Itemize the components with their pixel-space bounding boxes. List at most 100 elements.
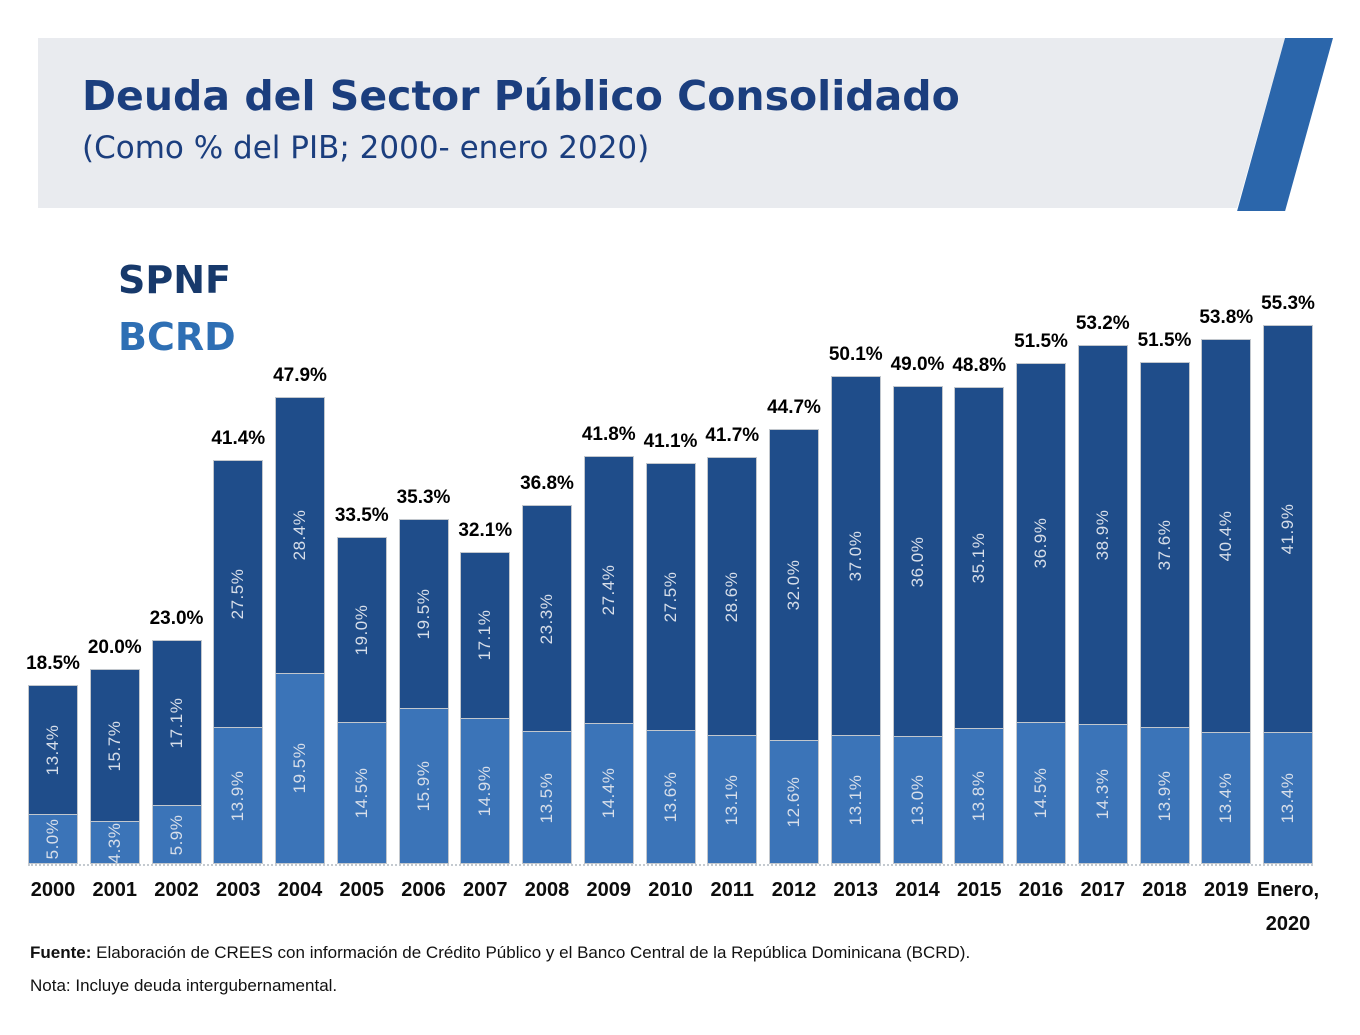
bar-group-2011: 41.7% 28.6% 13.1% 2011 — [705, 240, 760, 901]
bar-total-label: 41.7% — [705, 425, 760, 447]
spnf-segment: 38.9% — [1077, 345, 1128, 725]
spnf-segment-label: 35.1% — [969, 532, 989, 584]
x-axis-label: 2007 — [463, 879, 508, 901]
bar-group-2012: 44.7% 32.0% 12.6% 2012 — [767, 240, 821, 901]
bar-group-2005: 33.5% 19.0% 14.5% 2005 — [334, 240, 389, 901]
x-axis-label: 2001 — [92, 879, 138, 901]
bcrd-segment: 4.3% — [89, 822, 140, 864]
bar-total-label: 48.8% — [952, 355, 1007, 377]
chart-legend: SPNF BCRD — [118, 252, 236, 366]
bar-stack: 28.6% 13.1% — [707, 457, 758, 864]
note-line: Nota: Incluye deuda intergubernamental. — [30, 976, 338, 995]
spnf-segment: 27.4% — [583, 456, 634, 724]
bar-stack: 40.4% 13.4% — [1201, 339, 1252, 864]
bar-total-label: 35.3% — [396, 486, 451, 508]
page-title: Deuda del Sector Público Consolidado — [82, 72, 960, 120]
bcrd-segment: 19.5% — [275, 673, 325, 864]
bcrd-segment-label: 13.5% — [537, 772, 556, 824]
bar-total-label: 20.0% — [87, 637, 142, 658]
bar-stack: 37.0% 13.1% — [830, 375, 881, 864]
bcrd-segment: 13.9% — [213, 728, 264, 864]
bar-stack: 35.1% 13.8% — [954, 387, 1005, 864]
bar-total-label: 49.0% — [890, 354, 945, 376]
bar-group-2002: 23.0% 17.1% 5.9% 2002 — [149, 240, 204, 901]
bar-total-label: 51.5% — [1014, 330, 1068, 352]
spnf-segment-label: 27.5% — [228, 569, 248, 620]
x-axis-label: 2014 — [895, 879, 940, 901]
bar-total-label: 23.0% — [149, 607, 204, 629]
bar-total-label: 33.5% — [334, 505, 389, 527]
bar-group-2000: 18.5% 13.4% 5.0% 2000 — [26, 240, 80, 901]
bcrd-segment: 13.9% — [1139, 728, 1190, 864]
bcrd-segment: 15.9% — [398, 708, 449, 864]
spnf-segment-label: 27.5% — [660, 571, 680, 623]
bar-stack: 41.9% 13.4% — [1263, 324, 1313, 864]
x-axis-label: 2009 — [586, 879, 632, 901]
bcrd-segment: 14.4% — [583, 723, 634, 864]
bar-stack: 38.9% 14.3% — [1077, 345, 1128, 864]
bcrd-segment-label: 14.5% — [351, 767, 371, 819]
bcrd-segment: 13.4% — [1263, 733, 1313, 864]
bar-group-2019: 53.8% 40.4% 13.4% 2019 — [1199, 240, 1253, 901]
bar-group-2007: 32.1% 17.1% 14.9% 2007 — [458, 240, 513, 901]
spnf-segment-label: 13.4% — [43, 724, 62, 776]
x-axis-label: 2017 — [1080, 879, 1126, 901]
bar-total-label: 18.5% — [26, 652, 80, 674]
x-axis-label: 2018 — [1142, 879, 1187, 901]
bar-stack: 28.4% 19.5% — [275, 396, 325, 864]
legend-item-bcrd: BCRD — [118, 315, 236, 359]
bar-group-2015: 48.8% 35.1% 13.8% 2015 — [952, 240, 1007, 901]
spnf-segment: 27.5% — [645, 463, 696, 732]
bcrd-segment: 13.1% — [707, 736, 758, 864]
bcrd-segment-label: 19.5% — [290, 743, 309, 794]
bar-stack: 15.7% 4.3% — [89, 669, 140, 864]
bar-stack: 37.6% 13.9% — [1139, 361, 1190, 864]
bcrd-segment-label: 4.3% — [104, 822, 124, 863]
bar-total-label: 32.1% — [458, 520, 513, 541]
bcrd-segment: 5.0% — [28, 815, 78, 864]
x-axis-label: 2010 — [648, 879, 693, 901]
bcrd-segment-label: 12.6% — [784, 776, 803, 828]
spnf-segment: 13.4% — [28, 684, 78, 816]
spnf-segment: 28.6% — [707, 457, 758, 737]
source-label: Fuente: — [30, 943, 92, 962]
bar-stack: 27.4% 14.4% — [583, 456, 634, 864]
bcrd-segment: 13.5% — [522, 732, 572, 864]
bcrd-segment-label: 13.6% — [660, 771, 680, 823]
spnf-segment-label: 37.6% — [1154, 519, 1174, 571]
bar-total-label: 41.1% — [643, 431, 698, 453]
bar-group-2009: 41.8% 27.4% 14.4% 2009 — [582, 240, 636, 901]
bar-stack: 36.9% 14.5% — [1016, 362, 1066, 864]
bar-stack: 32.0% 12.6% — [769, 429, 819, 864]
bar-total-label: 53.2% — [1075, 313, 1130, 335]
x-axis-label: 2013 — [833, 879, 879, 901]
header-band: Deuda del Sector Público Consolidado (Co… — [38, 38, 1333, 212]
bar-total-label: 50.1% — [828, 343, 883, 365]
bar-stack: 17.1% 5.9% — [151, 639, 202, 864]
bcrd-segment-label: 13.1% — [845, 774, 865, 825]
debt-stacked-bar-chart: 18.5% 13.4% 5.0% 2000 20.0% 15.7% 4.3% 2001 23.0… — [26, 240, 1319, 935]
bar-total-label: 44.7% — [767, 397, 821, 419]
bcrd-segment-label: 14.4% — [598, 767, 618, 819]
x-axis-label: 2002 — [154, 879, 199, 901]
bar-group-2003: 41.4% 27.5% 13.9% 2003 — [211, 240, 265, 901]
spnf-segment: 36.0% — [892, 386, 943, 738]
bcrd-segment-label: 13.9% — [228, 770, 248, 822]
bar-stack: 27.5% 13.6% — [645, 463, 696, 864]
spnf-segment-label: 41.9% — [1278, 503, 1297, 555]
bcrd-segment-label: 13.9% — [1154, 770, 1174, 822]
bcrd-segment-label: 13.4% — [1278, 772, 1297, 824]
spnf-segment-label: 17.1% — [475, 610, 495, 661]
bcrd-segment: 13.0% — [892, 737, 943, 864]
legend-item-spnf: SPNF — [118, 258, 231, 302]
bar-stack: 19.5% 15.9% — [398, 518, 449, 864]
source-text: Elaboración de CREES con información de … — [96, 943, 971, 962]
bcrd-segment: 13.6% — [645, 731, 696, 864]
spnf-segment-label: 17.1% — [166, 697, 186, 749]
source-line: Fuente: Elaboración de CREES con informa… — [30, 936, 970, 969]
bcrd-segment-label: 15.9% — [413, 760, 433, 812]
bcrd-segment: 14.5% — [336, 722, 387, 864]
spnf-segment-label: 19.0% — [351, 604, 371, 656]
spnf-segment: 41.9% — [1263, 324, 1313, 734]
spnf-segment: 23.3% — [522, 505, 572, 733]
